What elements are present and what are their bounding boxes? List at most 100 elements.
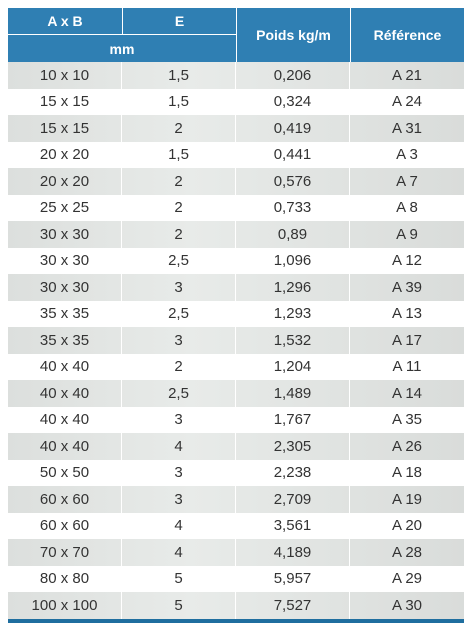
cell-weight: 3,561 [236, 512, 350, 539]
cell-reference: A 35 [391, 411, 423, 429]
cell-reference: A 12 [391, 252, 423, 270]
cell-weight: 1,532 [236, 327, 350, 354]
table-header: A x B E mm Poids kg/m Référence [8, 8, 464, 62]
table-row: 40 x 40 4 2,305 A 26 [8, 433, 464, 460]
cell-weight: 2,238 [236, 459, 350, 486]
cell-reference: A 13 [391, 305, 423, 323]
table-row: 60 x 60 4 3,561 A 20 [8, 512, 464, 539]
cell-thickness: 5 [122, 592, 236, 619]
cell-weight: 0,419 [236, 115, 350, 142]
cell-dimensions: 35 x 35 [8, 327, 122, 354]
cell-reference: A 21 [391, 66, 423, 84]
cell-dimensions: 35 x 35 [8, 300, 122, 327]
cell-dimensions: 20 x 20 [8, 141, 122, 168]
cell-reference: A 30 [391, 596, 423, 614]
table-row: 10 x 10 1,5 0,206 A 21 [8, 62, 464, 89]
cell-reference: A 28 [391, 543, 423, 561]
cell-dimensions: 40 x 40 [8, 353, 122, 380]
cell-thickness: 3 [122, 274, 236, 301]
cell-weight: 0,733 [236, 194, 350, 221]
cell-thickness: 1,5 [122, 88, 236, 115]
table-row: 15 x 15 2 0,419 A 31 [8, 115, 464, 142]
cell-thickness: 2 [122, 221, 236, 248]
cell-thickness: 3 [122, 327, 236, 354]
cell-weight: 1,204 [236, 353, 350, 380]
table-row: 60 x 60 3 2,709 A 19 [8, 486, 464, 513]
cell-thickness: 2,5 [122, 247, 236, 274]
table-row: 20 x 20 2 0,576 A 7 [8, 168, 464, 195]
cell-dimensions: 80 x 80 [8, 565, 122, 592]
table-row: 20 x 20 1,5 0,441 A 3 [8, 141, 464, 168]
cell-reference: A 26 [391, 437, 423, 455]
cell-weight: 7,527 [236, 592, 350, 619]
table-row: 25 x 25 2 0,733 A 8 [8, 194, 464, 221]
cell-reference: A 19 [391, 490, 423, 508]
cell-weight: 2,305 [236, 433, 350, 460]
cell-thickness: 3 [122, 486, 236, 513]
cell-reference: A 8 [396, 199, 418, 217]
cell-reference: A 7 [396, 172, 418, 190]
cell-weight: 1,489 [236, 380, 350, 407]
header-dimensions: A x B [8, 8, 123, 35]
table-row: 30 x 30 3 1,296 A 39 [8, 274, 464, 301]
cell-thickness: 3 [122, 406, 236, 433]
cell-reference: A 24 [391, 93, 423, 111]
cell-thickness: 4 [122, 433, 236, 460]
cell-weight: 1,767 [236, 406, 350, 433]
cell-thickness: 1,5 [122, 141, 236, 168]
cell-reference: A 20 [391, 517, 423, 535]
cell-weight: 0,576 [236, 168, 350, 195]
cell-reference: A 17 [391, 331, 423, 349]
table-body: 10 x 10 1,5 0,206 A 21 15 x 15 1,5 0,324 A 24 15… [8, 62, 464, 619]
cell-weight: 0,324 [236, 88, 350, 115]
table-row: 80 x 80 5 5,957 A 29 [8, 565, 464, 592]
cell-dimensions: 15 x 15 [8, 115, 122, 142]
table-row: 15 x 15 1,5 0,324 A 24 [8, 88, 464, 115]
header-reference: Référence [373, 27, 442, 43]
cell-dimensions: 40 x 40 [8, 406, 122, 433]
cell-reference: A 11 [392, 358, 422, 376]
table-row: 35 x 35 2,5 1,293 A 13 [8, 300, 464, 327]
cell-dimensions: 40 x 40 [8, 433, 122, 460]
cell-dimensions: 60 x 60 [8, 512, 122, 539]
table-row: 40 x 40 2,5 1,489 A 14 [8, 380, 464, 407]
cell-reference: A 39 [391, 278, 423, 296]
cell-thickness: 5 [122, 565, 236, 592]
cell-reference: A 18 [391, 464, 423, 482]
cell-dimensions: 15 x 15 [8, 88, 122, 115]
table-row: 30 x 30 2,5 1,096 A 12 [8, 247, 464, 274]
cell-reference: A 31 [391, 119, 423, 137]
header-thickness: E [123, 8, 237, 35]
cell-thickness: 2 [122, 115, 236, 142]
cell-dimensions: 100 x 100 [8, 592, 122, 619]
cell-weight: 0,89 [236, 221, 350, 248]
cell-weight: 1,293 [236, 300, 350, 327]
cell-dimensions: 20 x 20 [8, 168, 122, 195]
cell-weight: 0,441 [236, 141, 350, 168]
cell-thickness: 3 [122, 459, 236, 486]
cell-dimensions: 50 x 50 [8, 459, 122, 486]
cell-weight: 0,206 [236, 62, 350, 89]
cell-dimensions: 25 x 25 [8, 194, 122, 221]
cell-weight: 4,189 [236, 539, 350, 566]
cell-thickness: 2 [122, 194, 236, 221]
cell-dimensions: 60 x 60 [8, 486, 122, 513]
cell-thickness: 2 [122, 353, 236, 380]
cell-dimensions: 30 x 30 [8, 274, 122, 301]
table-row: 70 x 70 4 4,189 A 28 [8, 539, 464, 566]
cell-weight: 1,296 [236, 274, 350, 301]
cell-reference: A 9 [396, 225, 418, 243]
cell-dimensions: 70 x 70 [8, 539, 122, 566]
cell-reference: A 3 [396, 146, 418, 164]
table-bottom-rule [8, 619, 464, 623]
table-row: 40 x 40 3 1,767 A 35 [8, 406, 464, 433]
header-unit: mm [8, 35, 237, 62]
header-weight: Poids kg/m [237, 8, 351, 62]
cell-weight: 2,709 [236, 486, 350, 513]
cell-thickness: 4 [122, 512, 236, 539]
cell-thickness: 2 [122, 168, 236, 195]
cell-dimensions: 30 x 30 [8, 247, 122, 274]
cell-thickness: 2,5 [122, 380, 236, 407]
cell-dimensions: 40 x 40 [8, 380, 122, 407]
cell-dimensions: 30 x 30 [8, 221, 122, 248]
